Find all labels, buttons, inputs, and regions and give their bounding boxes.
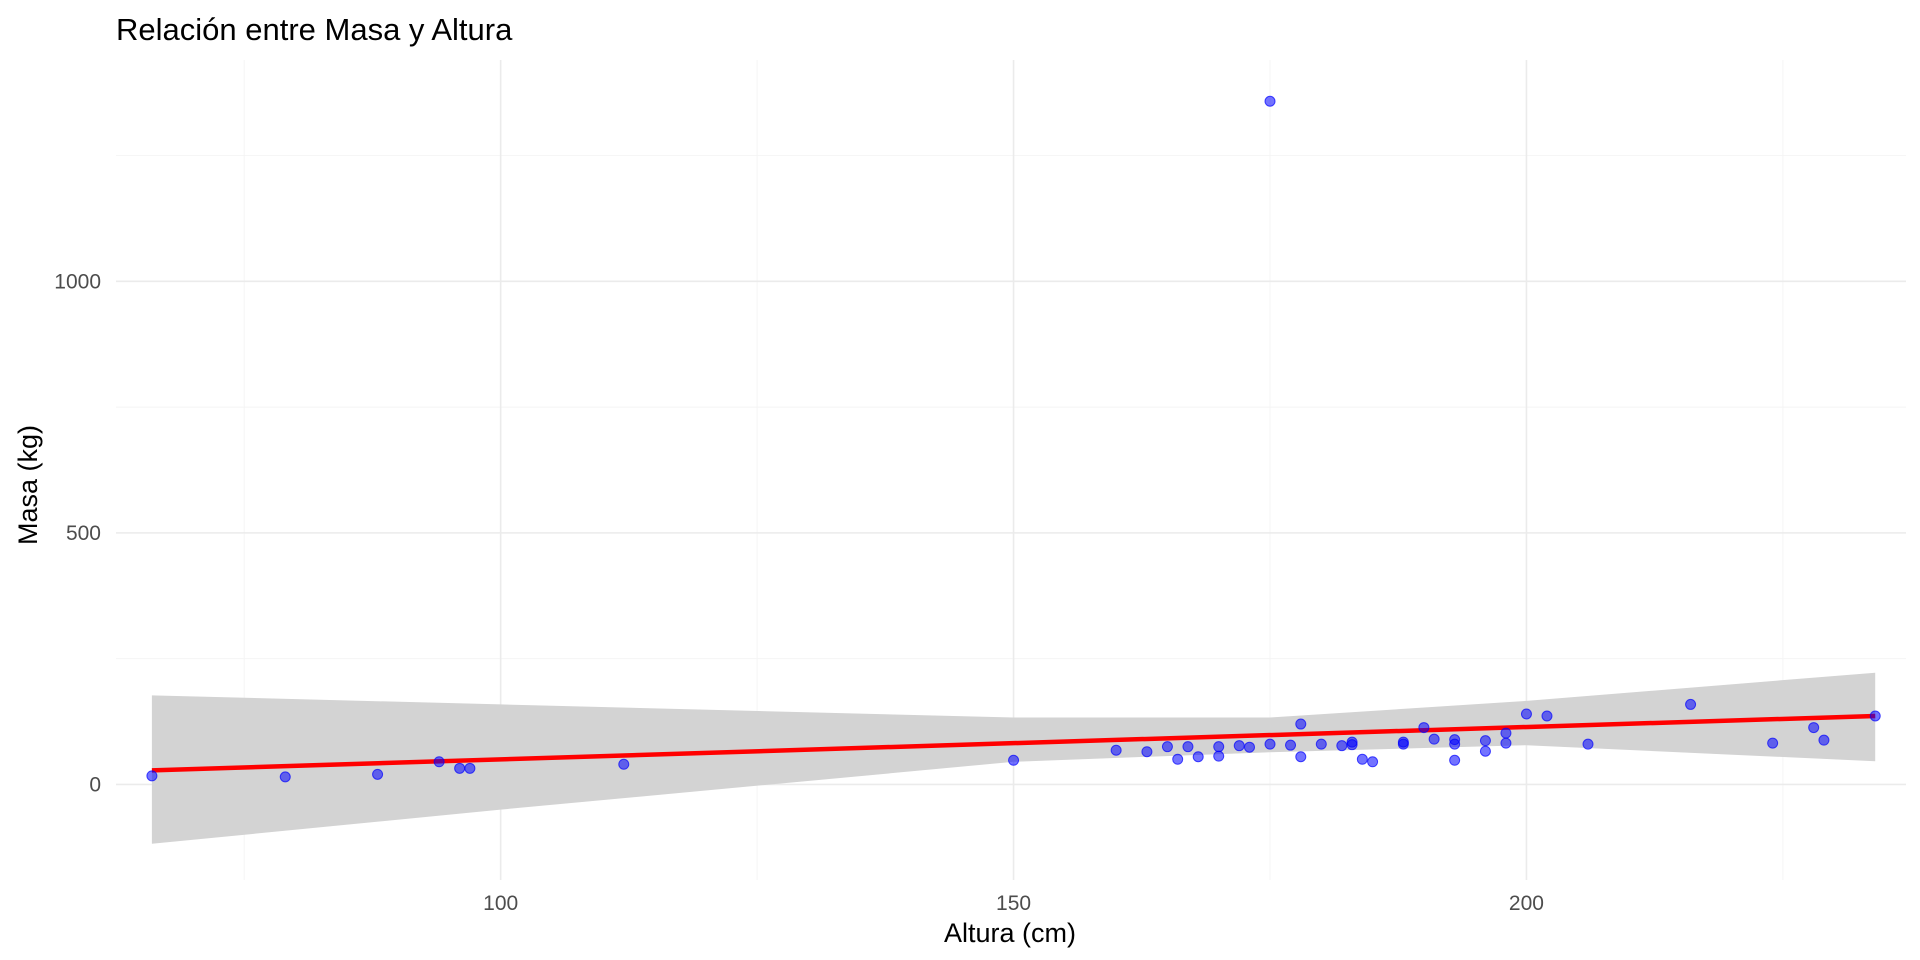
data-point: [1367, 756, 1379, 768]
data-point: [1285, 739, 1297, 751]
data-point: [1449, 738, 1461, 750]
data-point: [1192, 751, 1204, 763]
data-point: [1428, 733, 1440, 745]
data-point: [1295, 718, 1307, 730]
data-point: [1110, 744, 1122, 756]
data-point: [1336, 740, 1348, 752]
data-point: [279, 771, 291, 783]
data-point: [1685, 698, 1697, 710]
y-tick-label: 1000: [54, 270, 101, 293]
data-point: [1161, 741, 1173, 753]
y-axis-ticks: 0 500 1000: [54, 270, 101, 796]
data-point: [1767, 737, 1779, 749]
data-point: [1356, 753, 1368, 765]
data-point: [1520, 708, 1532, 720]
data-point: [1233, 740, 1245, 752]
x-tick-label: 200: [1509, 892, 1544, 915]
data-point: [433, 756, 445, 768]
data-point: [1582, 738, 1594, 750]
data-point: [1295, 751, 1307, 763]
chart-title: Relación entre Masa y Altura: [116, 12, 513, 47]
x-axis-ticks: 100 150 200: [483, 892, 1544, 915]
data-point: [1808, 722, 1820, 734]
data-point: [1008, 754, 1020, 766]
data-point: [454, 762, 466, 774]
data-point: [372, 768, 384, 780]
data-point: [618, 758, 630, 770]
data-point: [1418, 722, 1430, 734]
data-point: [1500, 737, 1512, 749]
data-point: [1346, 736, 1358, 748]
data-point: [1500, 727, 1512, 739]
x-axis-label: Altura (cm): [944, 918, 1076, 948]
y-tick-label: 0: [89, 773, 101, 796]
data-point: [1264, 738, 1276, 750]
data-point: [1243, 741, 1255, 753]
data-point: [1479, 745, 1491, 757]
y-tick-label: 500: [66, 522, 101, 545]
data-point: [1818, 734, 1830, 746]
data-point: [1315, 738, 1327, 750]
data-point: [1449, 754, 1461, 766]
data-point: [1541, 710, 1553, 722]
data-point: [464, 762, 476, 774]
x-tick-label: 100: [483, 892, 518, 915]
y-axis-label: Masa (kg): [13, 425, 43, 545]
data-point: [1397, 738, 1409, 750]
data-points-layer: [146, 95, 1881, 783]
x-tick-label: 150: [996, 892, 1031, 915]
data-point: [1182, 741, 1194, 753]
data-point: [146, 770, 158, 782]
data-point: [1479, 735, 1491, 747]
data-point: [1213, 750, 1225, 762]
data-point: [1869, 710, 1881, 722]
data-point: [1172, 753, 1184, 765]
data-point: [1264, 95, 1276, 107]
data-point: [1213, 741, 1225, 753]
data-point: [1141, 746, 1153, 758]
